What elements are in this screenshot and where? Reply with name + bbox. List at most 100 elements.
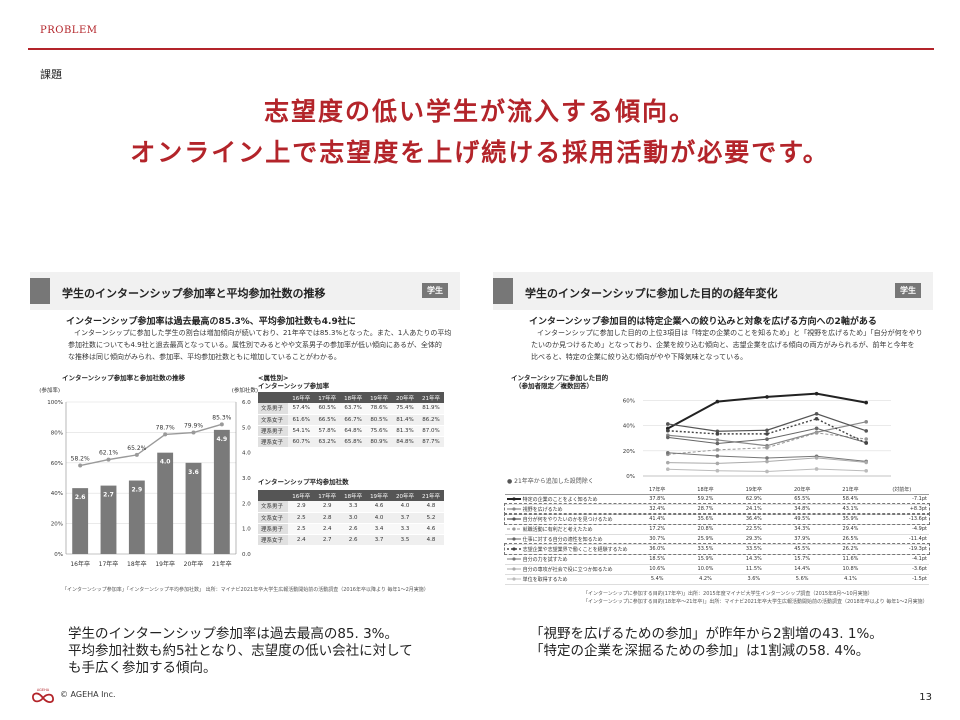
rate-label-3: 78.7% [156,424,175,431]
series-line-5 [667,418,867,444]
series-3-point-4 [864,437,868,441]
table-cell: 4.6 [417,523,444,535]
series-2-point-4 [864,429,868,433]
table-row: 文系男子 2.9 2.9 3.3 4.6 4.0 4.8 [258,501,444,513]
x-tick-label-0: 16年卒 [70,560,90,568]
table-cell: 4.8 [417,534,444,546]
bar-2 [128,480,145,554]
rate-point-1 [106,457,111,462]
left-axis-title: (参加率) [39,386,60,394]
table-cell: 2.9 [288,501,315,513]
table-cell: 2.8 [314,512,341,524]
right-tick-label: 4.0 [242,451,251,457]
left-tick-label: 80% [51,430,63,436]
table-cell: 理系女子 [258,534,289,546]
right-panel-header-bar [493,278,513,304]
legend-swatch [507,537,521,541]
purpose-row: 就職活動に有利だと考えたため 17.2% 20.8% 22.5% 34.3% 29.4% -… [505,524,929,535]
legend-swatch [507,527,521,531]
table-cell: 60.7% [288,436,315,448]
series-0-point-2 [765,395,769,399]
legend-swatch [507,557,521,561]
purpose-value: 65.5% [777,494,827,505]
series-8-point-2 [765,469,769,474]
purpose-header-cell: 18年卒 [681,485,730,495]
right-figure-panel: 学生のインターンシップに参加した目的の経年変化 学生 インターンシップ参加目的は… [493,272,933,610]
series-4-point-0 [666,435,670,440]
purpose-label: 視野を広げるため [505,504,633,515]
series-3-point-3 [814,431,819,435]
bar-label-2: 2.9 [132,487,143,494]
purpose-value: 43.1% [826,504,875,515]
purpose-diff: +8.3pt [874,504,929,515]
left-figure-panel: 学生のインターンシップ参加率と平均参加社数の推移 学生 インターンシップ参加率は… [30,272,460,610]
section-label: 課題 [40,68,62,81]
left-tick-label: 100% [47,400,63,406]
table-header-cell: 17年卒 [314,490,341,501]
rate-line [80,423,223,467]
purpose-value: 17.2% [633,524,682,535]
purpose-label: 自分が何をやりたいのかを見つけるため [505,514,633,525]
right-panel-header: 学生のインターンシップに参加した目的の経年変化 学生 [493,272,933,310]
rate-label-0: 58.2% [71,456,90,463]
legend-swatch [507,497,521,501]
rate-point-4 [191,430,196,435]
purpose-row: 志望企業や志望業界で働くことを経験するため 36.0% 33.5% 33.5% 45.5… [504,543,930,555]
table-cell: 4.8 [417,501,444,513]
table-cell: 理系女子 [258,436,289,448]
bar-1 [100,485,117,554]
left-tick-label: 40% [51,491,63,497]
series-7-point-4 [864,460,868,465]
purpose-value: 20.8% [681,524,730,535]
table-cell: 3.3 [340,501,367,513]
series-6-point-1 [715,454,720,458]
table-cell: 2.5 [288,523,315,535]
table-cell: 4.0 [366,512,393,524]
purpose-value: 59.2% [681,494,730,505]
purpose-value: 34.3% [777,524,827,535]
legend-swatch [507,567,521,571]
left-panel-title: 学生のインターンシップ参加率と平均参加社数の推移 [62,287,326,300]
x-tick-label-5: 21年卒 [212,560,232,568]
table-cell: 3.4 [366,523,393,535]
right-axis-title: (参加社数) [232,386,258,394]
bar-label-1: 2.7 [103,492,114,499]
purpose-value: 25.9% [681,534,730,545]
y-tick-label: 0% [626,474,635,480]
table-cell: 75.4% [392,403,418,415]
left-source: 「インターンシップ参加率」「インターンシップ平均参加社数」 出所：マイナビ202… [62,587,429,593]
purpose-value: 15.9% [681,554,730,565]
purpose-value: 11.5% [729,564,778,575]
purpose-diff: -1.5pt [874,574,929,585]
table-cell: 2.5 [288,512,315,524]
left-panel-subtitle: インターンシップ参加率は過去最高の85.3%、平均参加社数も4.9社に [66,317,356,327]
rate-label-4: 79.9% [184,423,203,430]
series-8-point-3 [814,467,819,471]
purpose-value: 11.6% [826,554,875,565]
table-cell: 3.7 [366,534,393,546]
table-row: 理系女子 60.7% 63.2% 65.8% 80.9% 84.8% 87.7% [258,436,444,448]
table-header-cell: 18年卒 [340,392,367,403]
series-1-point-4 [864,420,868,424]
avg-companies-table: 16年卒 17年卒 18年卒 19年卒 20年卒 21年卒 文系男子 2.9 2.9 3.3 4.6… [258,490,444,546]
right-line-chart: 60% 40% 20% 0% [623,391,891,480]
bar-0 [72,488,89,554]
table-cell: 文系男子 [258,501,289,513]
table-cell: 80.5% [366,414,393,426]
right-tick-label: 1.0 [242,527,251,533]
rate-label-1: 62.1% [99,450,118,457]
table-cell: 2.4 [288,534,315,546]
purpose-diff: -7.1pt [874,494,929,505]
purpose-label: 就職活動に有利だと考えたため [505,524,633,535]
purpose-value: 45.5% [777,544,827,555]
purpose-diff: -4.9pt [874,524,929,535]
purpose-row: 特定の企業のことをよく知るため 37.8% 59.2% 62.9% 65.5% 58.4%… [505,494,929,505]
right-tick-label: 6.0 [242,400,251,406]
table-cell: 84.8% [392,436,418,448]
series-2-point-2 [765,428,769,433]
series-4-point-2 [765,437,769,441]
purpose-row: 仕事に対する自分の適性を知るため 30.7% 25.9% 29.3% 37.9% 26.5… [505,534,929,545]
table-row: 文系女子 2.5 2.8 3.0 4.0 3.7 5.2 [258,512,444,524]
series-line-0 [667,392,867,430]
table-cell: 87.0% [417,425,444,437]
